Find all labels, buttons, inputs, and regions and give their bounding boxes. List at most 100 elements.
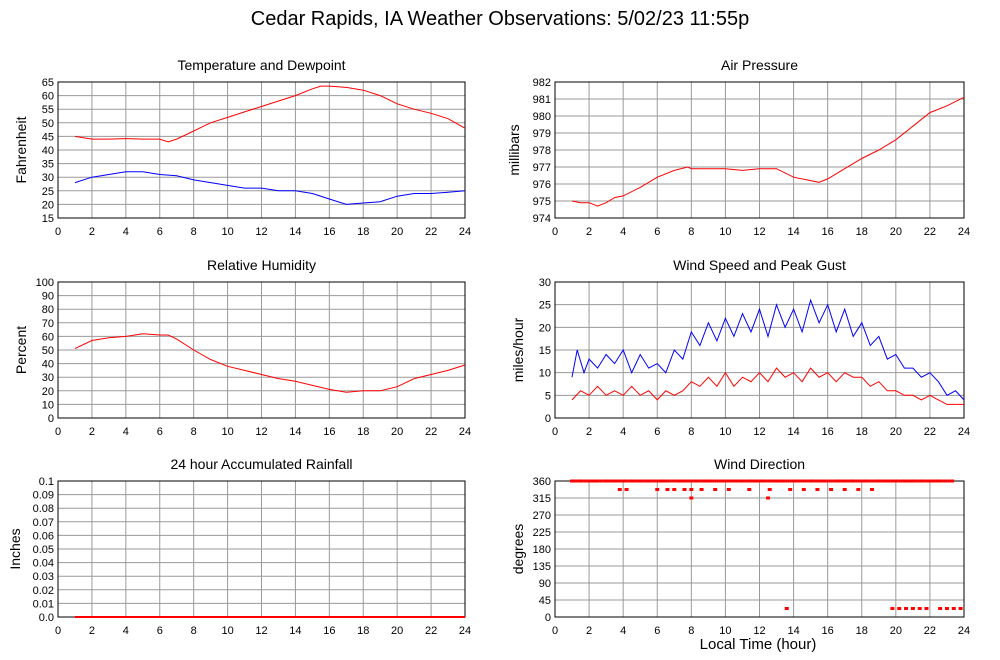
- x-tick-label: 18: [856, 226, 868, 238]
- data-point: [748, 479, 751, 483]
- y-tick-label: 65: [42, 77, 54, 89]
- data-point: [699, 479, 702, 483]
- data-point: [740, 479, 743, 483]
- data-point: [650, 479, 653, 483]
- series-line: [571, 367, 964, 405]
- data-point: [793, 479, 796, 483]
- data-point: [646, 479, 649, 483]
- data-point: [593, 479, 596, 483]
- data-point: [646, 479, 651, 483]
- data-point: [695, 479, 698, 483]
- chart-title: Wind Speed and Peak Gust: [673, 257, 846, 273]
- data-point: [812, 479, 815, 483]
- x-tick-label: 2: [586, 226, 592, 238]
- x-tick-label: 4: [620, 426, 626, 438]
- data-point: [806, 479, 809, 483]
- x-tick-label: 2: [89, 625, 95, 637]
- data-point: [708, 479, 711, 483]
- x-axis-label: Local Time (hour): [699, 636, 817, 653]
- x-tick-label: 14: [289, 226, 301, 238]
- y-tick-label: 30: [42, 372, 54, 384]
- data-point: [958, 607, 963, 610]
- data-point: [583, 479, 586, 483]
- data-point: [716, 479, 719, 483]
- x-tick-label: 12: [255, 226, 267, 238]
- y-tick-label: 15: [539, 345, 551, 357]
- data-point: [914, 479, 917, 483]
- data-point: [924, 479, 927, 483]
- data-point: [767, 479, 770, 483]
- data-point: [853, 479, 856, 483]
- data-point: [894, 479, 897, 483]
- y-tick-label: 10: [539, 368, 551, 380]
- x-tick-label: 22: [924, 625, 936, 637]
- data-point: [865, 479, 868, 483]
- data-point: [655, 488, 660, 491]
- data-point: [620, 479, 623, 483]
- data-point: [699, 488, 704, 491]
- x-tick-label: 12: [255, 625, 267, 637]
- data-point: [618, 479, 621, 483]
- data-point: [902, 479, 905, 483]
- x-tick-label: 20: [890, 426, 902, 438]
- x-tick-label: 6: [654, 625, 660, 637]
- data-point: [808, 479, 811, 483]
- data-point: [640, 479, 643, 483]
- data-point: [801, 488, 806, 491]
- data-point: [804, 479, 807, 483]
- data-point: [814, 479, 817, 483]
- x-tick-label: 18: [357, 426, 369, 438]
- x-tick-label: 0: [552, 226, 558, 238]
- data-point: [845, 479, 848, 483]
- data-point: [693, 479, 696, 483]
- data-point: [920, 479, 923, 483]
- data-point: [597, 479, 600, 483]
- data-point: [951, 607, 956, 610]
- y-tick-label: 270: [533, 510, 551, 522]
- data-point: [628, 479, 631, 483]
- x-tick-label: 20: [391, 625, 403, 637]
- data-point: [665, 479, 668, 483]
- y-tick-label: 0.05: [33, 544, 54, 556]
- data-point: [838, 479, 841, 483]
- data-point: [681, 479, 684, 483]
- data-point: [685, 479, 688, 483]
- chart-title: Air Pressure: [721, 57, 798, 73]
- x-tick-label: 0: [55, 625, 61, 637]
- x-tick-label: 10: [719, 625, 731, 637]
- y-tick-label: 0.0: [39, 612, 54, 624]
- data-point: [917, 607, 922, 610]
- x-tick-label: 8: [191, 426, 197, 438]
- y-tick-label: 20: [42, 199, 54, 211]
- data-point: [771, 479, 774, 483]
- y-tick-label: 40: [42, 145, 54, 157]
- x-tick-label: 2: [586, 426, 592, 438]
- data-point: [773, 479, 776, 483]
- chart-title: Temperature and Dewpoint: [177, 57, 345, 73]
- x-tick-label: 0: [55, 226, 61, 238]
- data-point: [769, 479, 772, 483]
- y-tick-label: 225: [533, 527, 551, 539]
- x-tick-label: 14: [289, 426, 301, 438]
- y-tick-label: 360: [533, 476, 551, 488]
- x-tick-label: 0: [552, 426, 558, 438]
- data-point: [941, 479, 944, 483]
- x-tick-label: 0: [552, 625, 558, 637]
- data-point: [855, 479, 858, 483]
- x-tick-label: 24: [958, 226, 970, 238]
- chart-title: Wind Direction: [714, 456, 805, 472]
- data-point: [691, 479, 694, 483]
- data-point: [933, 479, 936, 483]
- data-point: [658, 479, 661, 483]
- x-tick-label: 4: [620, 226, 626, 238]
- x-tick-label: 10: [221, 426, 233, 438]
- x-tick-label: 14: [787, 226, 799, 238]
- data-point: [938, 607, 943, 610]
- data-point: [591, 479, 594, 483]
- data-point: [728, 479, 731, 483]
- data-point: [810, 479, 813, 483]
- x-tick-label: 20: [391, 426, 403, 438]
- data-point: [949, 479, 952, 483]
- data-point: [896, 479, 899, 483]
